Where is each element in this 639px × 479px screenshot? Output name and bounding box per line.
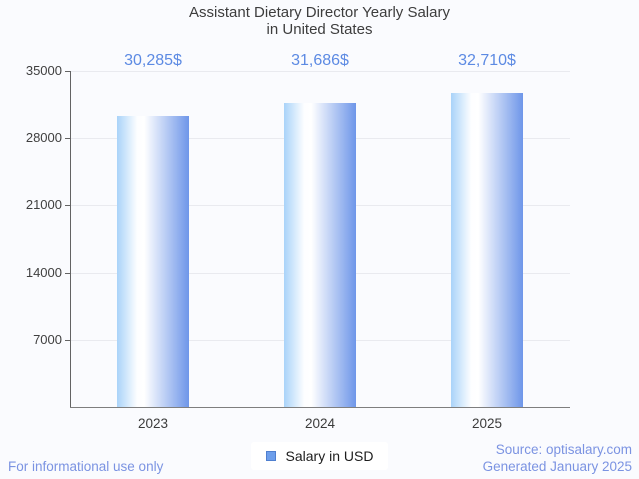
y-tick-label-21000: 21000 (25, 197, 62, 212)
chart-title: Assistant Dietary Director Yearly Salary… (0, 4, 639, 38)
bar-2025[interactable] (451, 93, 523, 407)
footer-note: For informational use only (8, 459, 164, 474)
legend-swatch-icon (265, 451, 276, 461)
y-tick-label-14000: 14000 (25, 265, 62, 280)
value-label-2025: 32,710$ (458, 52, 516, 69)
bar-2024[interactable] (284, 103, 356, 407)
bar-2023[interactable] (117, 116, 189, 407)
y-tick-label-28000: 28000 (25, 130, 62, 145)
generated-line: Generated January 2025 (482, 459, 632, 474)
y-tick-label-35000: 35000 (25, 63, 62, 78)
source-block: Source: optisalary.com Generated January… (483, 441, 632, 475)
legend: Salary in USD (250, 442, 389, 470)
y-tick-35000 (65, 71, 70, 72)
source-line: Source: optisalary.com (495, 442, 632, 457)
chart-title-line2: in United States (266, 21, 373, 38)
y-tick-14000 (65, 273, 70, 274)
legend-label: Salary in USD (285, 448, 374, 464)
gridline-35000 (70, 71, 570, 72)
x-tick-label-2024: 2024 (304, 416, 336, 431)
x-tick-label-2025: 2025 (471, 416, 503, 431)
y-tick-7000 (65, 340, 70, 341)
x-tick-label-2023: 2023 (137, 416, 169, 431)
value-label-2023: 30,285$ (124, 52, 182, 69)
x-axis-line (70, 407, 570, 408)
y-tick-28000 (65, 138, 70, 139)
y-axis-line (70, 71, 71, 407)
y-tick-21000 (65, 205, 70, 206)
value-label-2024: 31,686$ (291, 52, 349, 69)
y-tick-label-7000: 7000 (33, 332, 62, 347)
chart-title-line1: Assistant Dietary Director Yearly Salary (189, 4, 450, 21)
